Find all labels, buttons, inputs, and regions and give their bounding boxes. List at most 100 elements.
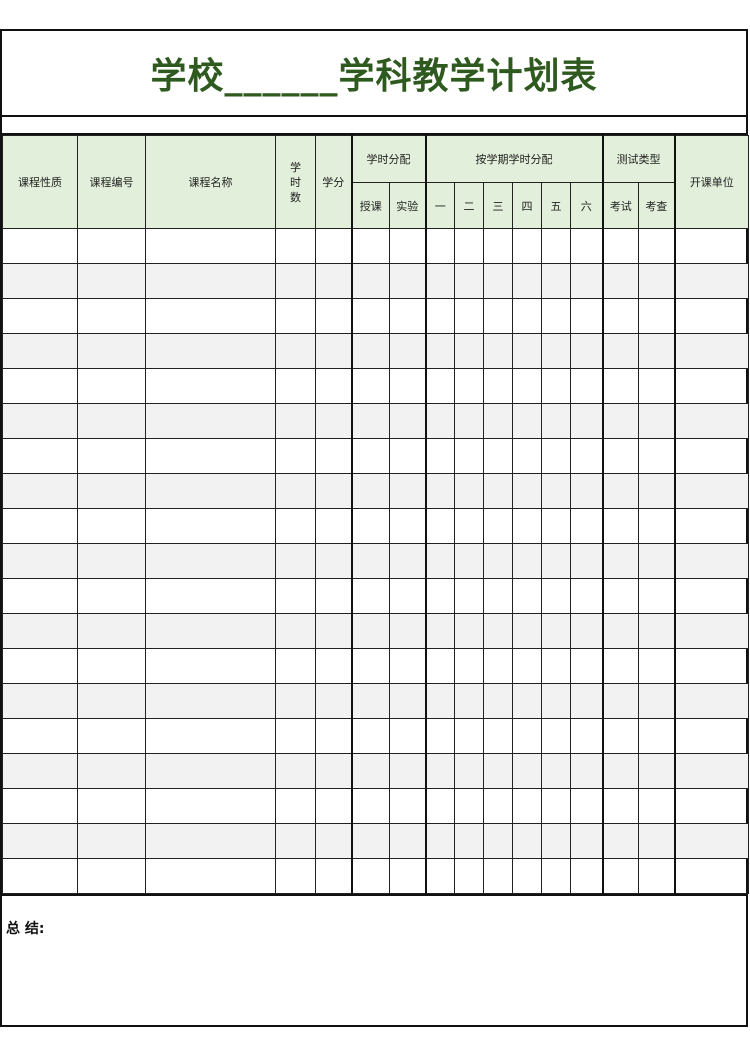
table-cell[interactable] — [389, 683, 426, 719]
table-cell[interactable] — [2, 648, 78, 684]
table-cell[interactable] — [483, 858, 513, 894]
table-cell[interactable] — [389, 263, 426, 299]
table-cell[interactable] — [483, 543, 513, 579]
table-cell[interactable] — [389, 648, 426, 684]
table-cell[interactable] — [275, 368, 316, 404]
table-cell[interactable] — [541, 298, 571, 334]
table-cell[interactable] — [454, 718, 484, 754]
table-cell[interactable] — [541, 228, 571, 264]
table-cell[interactable] — [315, 263, 352, 299]
table-cell[interactable] — [673, 403, 750, 439]
table-cell[interactable] — [77, 508, 146, 544]
table-cell[interactable] — [512, 333, 542, 369]
table-cell[interactable] — [601, 648, 640, 684]
table-cell[interactable] — [601, 543, 640, 579]
table-cell[interactable] — [483, 823, 513, 859]
table-cell[interactable] — [77, 613, 146, 649]
table-cell[interactable] — [315, 438, 352, 474]
table-cell[interactable] — [601, 228, 640, 264]
table-cell[interactable] — [77, 858, 146, 894]
table-cell[interactable] — [77, 438, 146, 474]
table-cell[interactable] — [638, 788, 676, 824]
table-cell[interactable] — [569, 648, 604, 684]
table-cell[interactable] — [541, 858, 571, 894]
table-cell[interactable] — [145, 368, 276, 404]
table-cell[interactable] — [638, 473, 676, 509]
table-cell[interactable] — [145, 438, 276, 474]
table-cell[interactable] — [77, 298, 146, 334]
table-cell[interactable] — [2, 823, 78, 859]
table-cell[interactable] — [541, 683, 571, 719]
table-cell[interactable] — [601, 403, 640, 439]
table-cell[interactable] — [350, 438, 390, 474]
table-cell[interactable] — [512, 823, 542, 859]
table-cell[interactable] — [569, 473, 604, 509]
table-cell[interactable] — [145, 753, 276, 789]
table-cell[interactable] — [2, 788, 78, 824]
table-cell[interactable] — [350, 333, 390, 369]
table-cell[interactable] — [275, 543, 316, 579]
table-cell[interactable] — [145, 683, 276, 719]
table-cell[interactable] — [315, 368, 352, 404]
table-cell[interactable] — [2, 403, 78, 439]
table-cell[interactable] — [2, 718, 78, 754]
table-cell[interactable] — [512, 578, 542, 614]
table-cell[interactable] — [541, 543, 571, 579]
table-cell[interactable] — [454, 403, 484, 439]
table-cell[interactable] — [424, 403, 455, 439]
table-cell[interactable] — [275, 578, 316, 614]
table-cell[interactable] — [673, 683, 750, 719]
table-cell[interactable] — [601, 753, 640, 789]
table-cell[interactable] — [145, 823, 276, 859]
table-cell[interactable] — [275, 788, 316, 824]
table-cell[interactable] — [275, 438, 316, 474]
table-cell[interactable] — [424, 438, 455, 474]
table-cell[interactable] — [483, 368, 513, 404]
table-cell[interactable] — [601, 368, 640, 404]
table-cell[interactable] — [638, 333, 676, 369]
table-cell[interactable] — [673, 648, 750, 684]
table-cell[interactable] — [454, 508, 484, 544]
table-cell[interactable] — [275, 683, 316, 719]
table-cell[interactable] — [601, 613, 640, 649]
table-cell[interactable] — [389, 788, 426, 824]
table-cell[interactable] — [145, 613, 276, 649]
table-cell[interactable] — [350, 228, 390, 264]
table-cell[interactable] — [454, 578, 484, 614]
table-cell[interactable] — [483, 508, 513, 544]
table-cell[interactable] — [77, 228, 146, 264]
table-cell[interactable] — [638, 228, 676, 264]
table-cell[interactable] — [483, 788, 513, 824]
table-cell[interactable] — [389, 333, 426, 369]
table-cell[interactable] — [512, 543, 542, 579]
table-cell[interactable] — [350, 578, 390, 614]
table-cell[interactable] — [638, 368, 676, 404]
table-cell[interactable] — [569, 228, 604, 264]
table-cell[interactable] — [512, 298, 542, 334]
table-cell[interactable] — [569, 683, 604, 719]
table-cell[interactable] — [454, 333, 484, 369]
table-cell[interactable] — [541, 788, 571, 824]
table-cell[interactable] — [2, 228, 78, 264]
table-cell[interactable] — [77, 263, 146, 299]
table-cell[interactable] — [454, 648, 484, 684]
table-cell[interactable] — [145, 508, 276, 544]
table-cell[interactable] — [512, 368, 542, 404]
table-cell[interactable] — [512, 473, 542, 509]
table-cell[interactable] — [673, 473, 750, 509]
table-cell[interactable] — [350, 753, 390, 789]
table-cell[interactable] — [145, 298, 276, 334]
table-cell[interactable] — [2, 753, 78, 789]
table-cell[interactable] — [145, 648, 276, 684]
table-cell[interactable] — [454, 473, 484, 509]
table-cell[interactable] — [145, 228, 276, 264]
table-cell[interactable] — [569, 718, 604, 754]
table-cell[interactable] — [389, 298, 426, 334]
table-cell[interactable] — [454, 438, 484, 474]
table-cell[interactable] — [350, 823, 390, 859]
table-cell[interactable] — [638, 718, 676, 754]
table-cell[interactable] — [638, 858, 676, 894]
table-cell[interactable] — [454, 753, 484, 789]
table-cell[interactable] — [389, 543, 426, 579]
table-cell[interactable] — [424, 683, 455, 719]
